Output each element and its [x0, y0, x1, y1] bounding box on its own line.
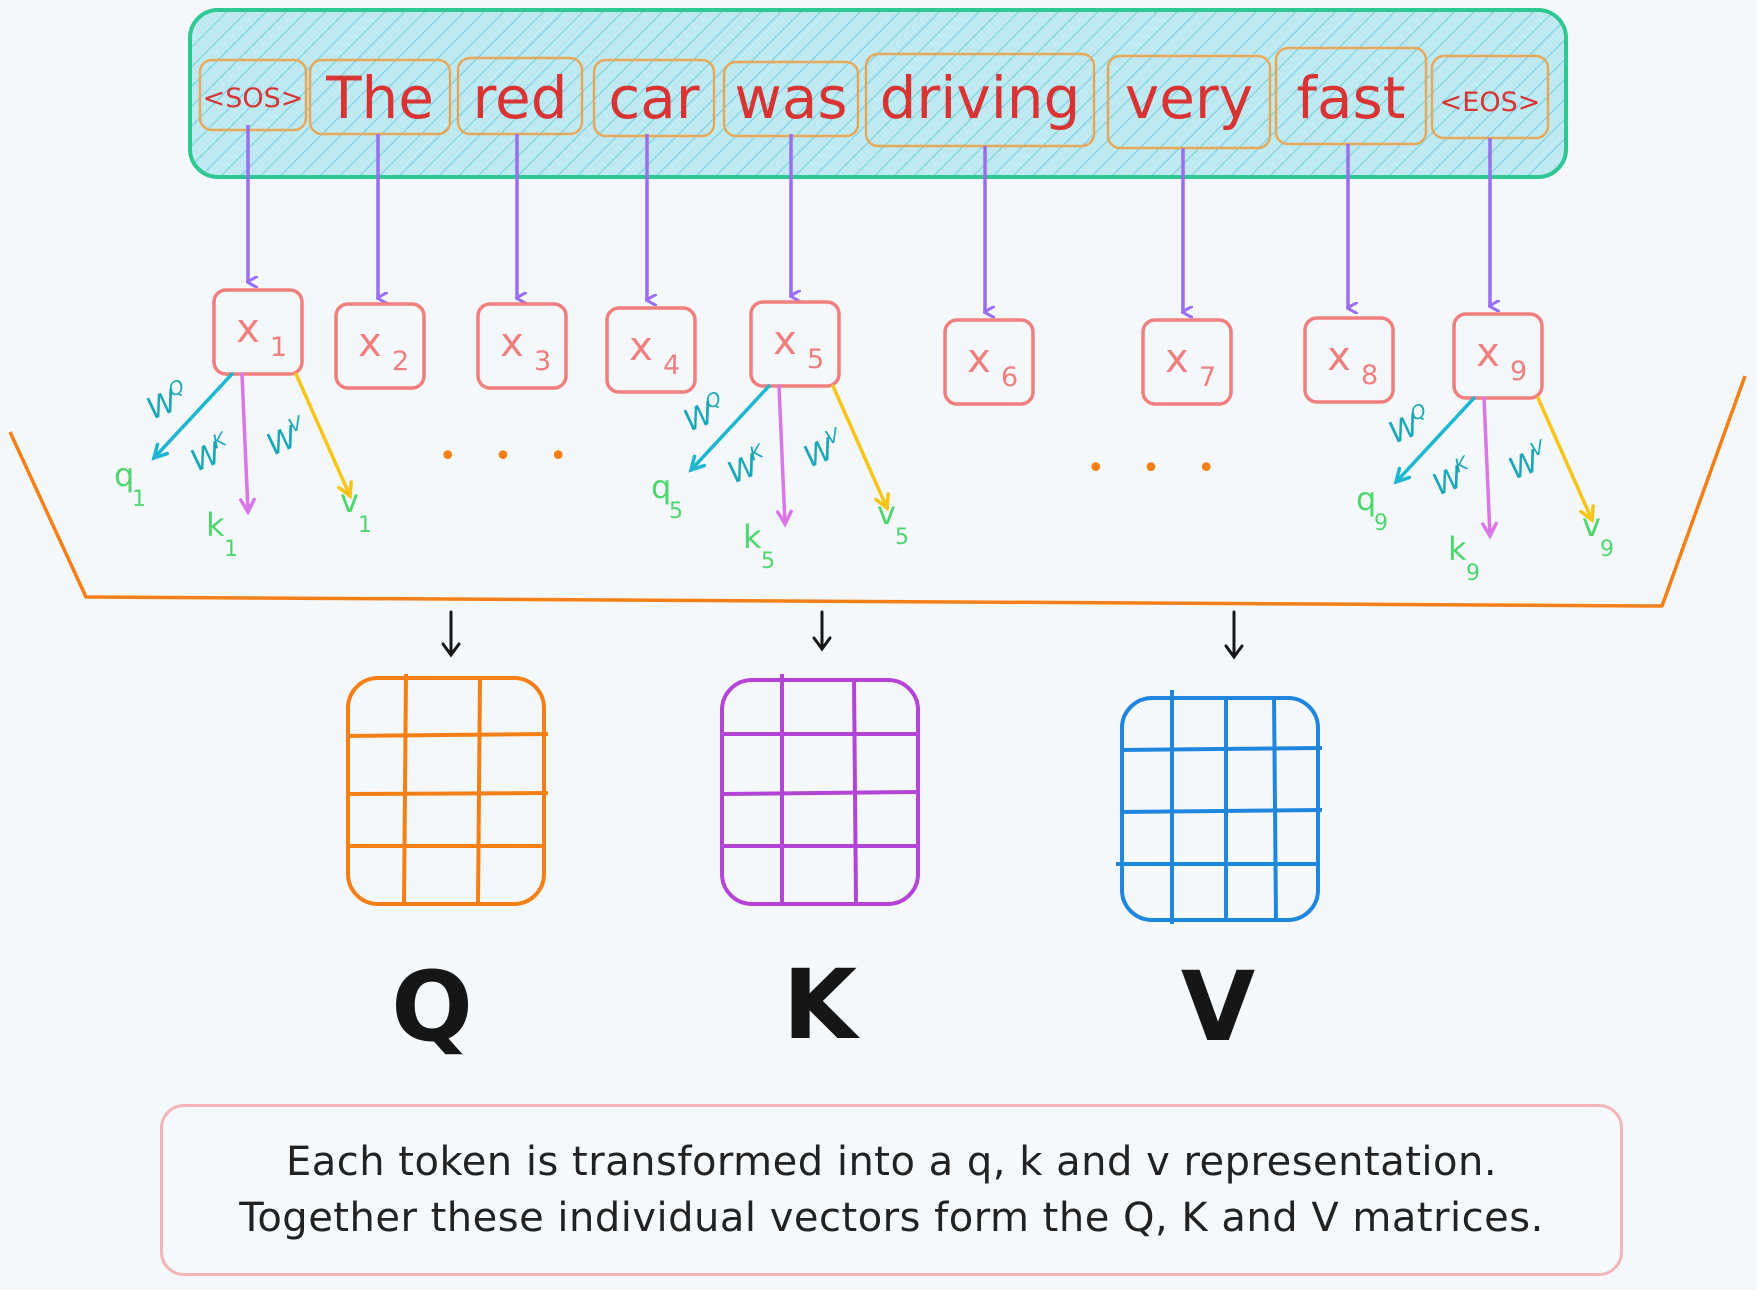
token-the: The	[308, 58, 452, 136]
k-label-sub: 5	[761, 549, 775, 574]
embedding-x4: x 4	[605, 306, 697, 394]
token-driving: driving	[864, 52, 1096, 148]
embedding-x9: x 9	[1452, 312, 1544, 400]
wv-arrow	[1536, 396, 1595, 524]
embedding-label: x	[358, 320, 382, 366]
token-fast: fast	[1274, 46, 1428, 146]
wk-arrow	[1481, 396, 1498, 540]
caption-line-2: Together these individual vectors form t…	[239, 1195, 1544, 1241]
down-arrow-q	[441, 610, 461, 658]
token-label: The	[325, 64, 434, 132]
v-label-sub: 9	[1600, 537, 1614, 562]
k-label: k	[743, 518, 762, 556]
matrix-k	[719, 674, 921, 906]
matrix-label-v: V	[1181, 951, 1255, 1063]
q-label-sub: 9	[1374, 511, 1388, 536]
caption-line-1: Each token is transformed into a q, k an…	[285, 1139, 1498, 1185]
matrix-arrows	[441, 610, 1244, 660]
ellipsis-right: • • •	[1087, 451, 1229, 486]
ellipsis-left: • • •	[439, 439, 581, 474]
embedding-sub: 9	[1510, 356, 1527, 387]
embedding-label: x	[1165, 336, 1189, 382]
token-label: was	[734, 64, 847, 132]
v-label: v	[877, 494, 896, 532]
token-was: was	[722, 60, 860, 138]
matrix-label-k: K	[783, 949, 861, 1061]
wq-arrow	[1393, 396, 1476, 485]
token-label: car	[608, 64, 699, 132]
embedding-sub: 7	[1199, 362, 1216, 393]
embedding-sub: 5	[807, 344, 824, 375]
token-row: <SOS> The red car was driving very fast	[198, 46, 1550, 150]
embedding-x2: x 2	[334, 302, 426, 390]
embedding-sub: 3	[534, 346, 551, 377]
embedding-sub: 1	[270, 332, 287, 363]
q-label: q	[114, 456, 134, 494]
wq-arrow	[151, 372, 234, 461]
q-label: q	[651, 468, 671, 506]
q-label-sub: 1	[132, 487, 146, 512]
caption-box: Each token is transformed into a q, k an…	[160, 1104, 1623, 1276]
embedding-sub: 4	[663, 350, 680, 381]
token-label: fast	[1297, 64, 1406, 132]
token-label: driving	[880, 64, 1081, 132]
embedding-label: x	[500, 320, 524, 366]
embedding-x5: x 5	[749, 300, 841, 388]
matrix-v	[1116, 690, 1323, 924]
wq-arrow	[688, 384, 771, 473]
embedding-sub: 2	[392, 346, 409, 377]
matrix-label-q: Q	[391, 951, 473, 1063]
token-label: very	[1125, 64, 1253, 132]
token-eos: <EOS>	[1430, 54, 1550, 140]
matrix-q	[345, 673, 549, 906]
embedding-x1: x 1	[212, 288, 304, 376]
k-label-sub: 1	[224, 537, 238, 562]
down-arrow-k	[812, 610, 832, 652]
token-label: <EOS>	[1440, 87, 1541, 118]
embedding-label: x	[1476, 330, 1500, 376]
embedding-x7: x 7	[1141, 318, 1233, 406]
wv-arrow	[831, 384, 890, 512]
wk-arrow	[776, 384, 793, 528]
v-label: v	[1582, 506, 1601, 544]
embedding-sub: 6	[1001, 362, 1018, 393]
k-label: k	[206, 506, 225, 544]
embedding-label: x	[773, 318, 797, 364]
embedding-x3: x 3	[476, 302, 568, 390]
embedding-label: x	[629, 324, 653, 370]
token-sos: <SOS>	[198, 58, 308, 132]
token-very: very	[1106, 54, 1272, 150]
q-label-sub: 5	[669, 499, 683, 524]
embedding-sub: 8	[1361, 360, 1378, 391]
token-to-embedding-arrows	[248, 125, 1490, 312]
wk-arrow	[239, 372, 256, 516]
token-car: car	[592, 58, 716, 138]
embedding-label: x	[967, 336, 991, 382]
embedding-label: x	[236, 306, 260, 352]
projection-tray	[8, 375, 1747, 608]
v-label-sub: 5	[895, 525, 909, 550]
embedding-x6: x 6	[943, 318, 1035, 406]
k-label-sub: 9	[1466, 561, 1480, 586]
k-label: k	[1448, 530, 1467, 568]
v-label-sub: 1	[358, 513, 372, 538]
embedding-row: x 1 x 2 x 3 x 4 x 5 x 6 x	[212, 288, 1544, 406]
down-arrow-v	[1224, 610, 1244, 660]
embedding-x8: x 8	[1303, 316, 1395, 404]
token-label: <SOS>	[203, 83, 304, 114]
q-label: q	[1356, 480, 1376, 518]
embedding-label: x	[1327, 334, 1351, 380]
token-red: red	[456, 56, 584, 136]
token-label: red	[472, 64, 567, 132]
wv-arrow	[294, 372, 353, 500]
v-label: v	[340, 482, 359, 520]
